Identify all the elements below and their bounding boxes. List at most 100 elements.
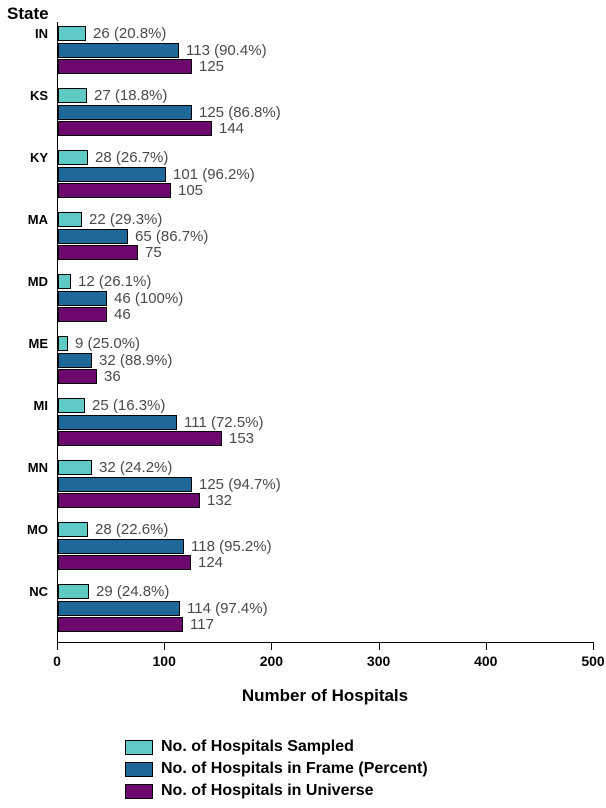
- bar-row-md: 46: [58, 306, 131, 323]
- bar-value-label: 153: [229, 430, 255, 447]
- x-tick-mark: [271, 643, 273, 650]
- bar-mi-series-3: [58, 431, 222, 446]
- x-tick-label: 100: [152, 653, 176, 669]
- bar-row-ky: 28 (26.7%): [58, 149, 169, 166]
- bar-row-mi: 111 (72.5%): [58, 414, 264, 431]
- bar-row-nc: 29 (24.8%): [58, 583, 170, 600]
- bar-mn-series-3: [58, 493, 200, 508]
- bar-value-label: 105: [178, 182, 204, 199]
- bar-value-label: 111 (72.5%): [184, 414, 264, 431]
- category-label-ks: KS: [29, 88, 48, 103]
- bar-mo-series-2: [58, 539, 184, 554]
- bar-ma-series-3: [58, 245, 138, 260]
- bar-in-series-1: [58, 26, 86, 41]
- bar-row-mn: 132: [58, 492, 233, 509]
- bar-row-me: 32 (88.9%): [58, 352, 173, 369]
- bar-value-label: 32 (88.9%): [99, 352, 173, 369]
- bar-value-label: 125 (86.8%): [199, 104, 281, 121]
- bar-value-label: 9 (25.0%): [75, 335, 141, 352]
- bar-value-label: 46 (100%): [114, 290, 184, 307]
- bar-md-series-1: [58, 274, 71, 289]
- category-label-nc: NC: [29, 584, 48, 599]
- category-label-ma: MA: [27, 212, 48, 227]
- bar-row-mo: 124: [58, 554, 224, 571]
- x-tick-label: 400: [474, 653, 498, 669]
- bar-value-label: 65 (86.7%): [135, 228, 209, 245]
- legend: No. of Hospitals Sampled No. of Hospitals…: [125, 736, 428, 802]
- bar-row-nc: 114 (97.4%): [58, 600, 268, 617]
- category-label-ky: KY: [29, 150, 48, 165]
- bar-value-label: 75: [145, 244, 162, 261]
- bar-value-label: 22 (29.3%): [89, 211, 163, 228]
- category-label-me: ME: [28, 336, 49, 351]
- bar-row-ks: 125 (86.8%): [58, 104, 281, 121]
- legend-swatch: [125, 761, 153, 777]
- bar-me-series-3: [58, 369, 97, 384]
- bar-mo-series-3: [58, 555, 191, 570]
- x-tick-mark: [485, 643, 487, 650]
- bar-row-md: 46 (100%): [58, 290, 184, 307]
- bar-value-label: 101 (96.2%): [173, 166, 255, 183]
- category-label-in: IN: [35, 26, 48, 41]
- x-tick-label: 500: [581, 653, 605, 669]
- bar-row-ma: 65 (86.7%): [58, 228, 209, 245]
- bar-value-label: 32 (24.2%): [99, 459, 173, 476]
- bar-value-label: 25 (16.3%): [92, 397, 166, 414]
- bar-mn-series-2: [58, 477, 192, 492]
- bar-row-nc: 117: [58, 616, 214, 633]
- bar-row-mi: 153: [58, 430, 255, 447]
- x-tick-label: 0: [53, 653, 61, 669]
- bar-nc-series-2: [58, 601, 180, 616]
- x-axis-title: Number of Hospitals: [241, 686, 409, 705]
- bar-row-mo: 28 (22.6%): [58, 521, 168, 538]
- bar-row-ks: 27 (18.8%): [58, 87, 168, 104]
- bar-ks-series-1: [58, 88, 87, 103]
- bar-row-me: 9 (25.0%): [58, 335, 141, 352]
- bar-row-in: 125: [58, 58, 225, 75]
- bar-mi-series-1: [58, 398, 85, 413]
- bar-value-label: 125: [199, 58, 225, 75]
- bar-md-series-3: [58, 307, 107, 322]
- x-tick-mark: [164, 643, 166, 650]
- bar-ks-series-2: [58, 105, 192, 120]
- bar-value-label: 125 (94.7%): [199, 476, 281, 493]
- bar-ky-series-3: [58, 183, 171, 198]
- bar-value-label: 12 (26.1%): [78, 273, 152, 290]
- bar-row-ks: 144: [58, 120, 244, 137]
- bar-value-label: 124: [198, 554, 224, 571]
- bar-row-ky: 101 (96.2%): [58, 166, 255, 183]
- legend-item-1: No. of Hospitals Sampled: [125, 736, 428, 758]
- legend-item-2: No. of Hospitals in Frame (Percent): [125, 758, 428, 780]
- bar-mi-series-2: [58, 415, 177, 430]
- category-label-mo: MO: [27, 522, 48, 537]
- legend-label: No. of Hospitals Sampled: [161, 738, 354, 755]
- bar-row-ma: 22 (29.3%): [58, 211, 163, 228]
- bar-me-series-2: [58, 353, 92, 368]
- x-tick-mark: [378, 643, 380, 650]
- legend-label: No. of Hospitals in Frame (Percent): [161, 760, 428, 777]
- legend-label: No. of Hospitals in Universe: [161, 782, 374, 799]
- bar-me-series-1: [58, 336, 68, 351]
- bar-ma-series-2: [58, 229, 128, 244]
- bar-md-series-2: [58, 291, 107, 306]
- bar-ky-series-1: [58, 150, 88, 165]
- bar-mo-series-1: [58, 522, 88, 537]
- bar-value-label: 132: [207, 492, 233, 509]
- bar-row-ma: 75: [58, 244, 162, 261]
- bar-row-mn: 125 (94.7%): [58, 476, 281, 493]
- bar-value-label: 117: [190, 616, 214, 633]
- bar-ks-series-3: [58, 121, 212, 136]
- bar-value-label: 36: [104, 368, 121, 385]
- bar-value-label: 113 (90.4%): [186, 42, 267, 59]
- bar-in-series-3: [58, 59, 192, 74]
- legend-swatch: [125, 739, 153, 755]
- x-tick-label: 300: [366, 653, 391, 669]
- bar-row-in: 113 (90.4%): [58, 42, 267, 59]
- plot-area: 26 (20.8%) 113 (90.4%) 125 27 (18.8%) 125 (8…: [57, 22, 594, 643]
- bar-row-mo: 118 (95.2%): [58, 538, 272, 555]
- bar-value-label: 27 (18.8%): [94, 87, 168, 104]
- bar-value-label: 29 (24.8%): [96, 583, 170, 600]
- bar-value-label: 28 (26.7%): [95, 149, 169, 166]
- x-tick-mark: [593, 643, 594, 650]
